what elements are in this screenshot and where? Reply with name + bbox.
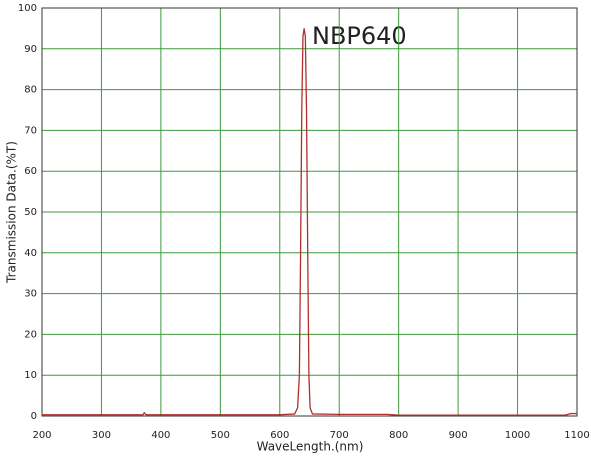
annotation: NBP640 [312,22,407,50]
y-tick-label: 30 [24,289,37,300]
x-tick-label: 800 [389,430,408,441]
y-tick-label: 50 [24,207,37,218]
x-tick-label: 300 [92,430,111,441]
line-series [42,28,577,416]
y-tick-label: 60 [24,166,37,177]
x-tick-label: 600 [270,430,289,441]
x-tick-label: 200 [32,430,51,441]
x-tick-label: 700 [330,430,349,441]
plot-frame [41,7,578,417]
y-tick-label: 80 [24,85,37,96]
y-tick-label: 10 [24,370,37,381]
y-tick-label: 40 [24,248,37,259]
y-tick-label: 20 [24,329,37,340]
y-tick-label: 100 [18,3,37,14]
y-tick-label: 90 [24,44,37,55]
x-tick-label: 1000 [505,430,530,441]
y-tick-label: 0 [31,411,37,422]
x-tick-label: 1100 [564,430,589,441]
x-tick-label: 500 [211,430,230,441]
y-tick-label: 70 [24,125,37,136]
y-axis-label: Transmission Data.(%T) [5,141,19,284]
x-tick-label: 900 [449,430,468,441]
x-tick-label: 400 [151,430,170,441]
x-axis-label: WaveLength.(nm) [257,440,364,454]
